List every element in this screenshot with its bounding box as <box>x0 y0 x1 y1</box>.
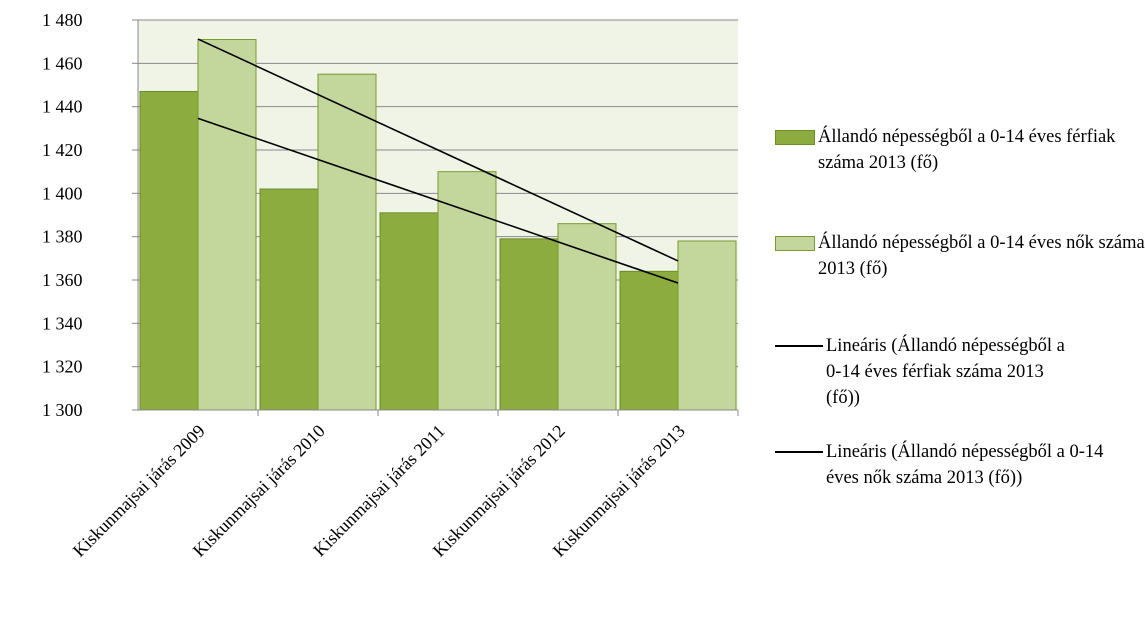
y-tick-label: 1 380 <box>42 227 83 247</box>
legend-item-trend-ferfiak: Lineáris (Állandó népességből a 0-14 éve… <box>775 333 1076 411</box>
legend-item-trend-nok: Lineáris (Állandó népességből a 0-14 éve… <box>775 439 1116 491</box>
y-tick-label: 1 480 <box>42 10 83 30</box>
bar-series-2-4 <box>557 223 617 411</box>
legend-item-nok: Állandó népességből a 0-14 éves nők szám… <box>775 230 1145 282</box>
x-tick-label: Kiskunmajsai járás 2012 <box>429 421 569 561</box>
x-tick-label: Kiskunmajsai járás 2009 <box>69 421 209 561</box>
bar-series-2-5 <box>677 240 737 411</box>
x-tick-label: Kiskunmajsai járás 2010 <box>189 421 329 561</box>
legend-line-trend-nok <box>775 451 823 453</box>
legend-label-nok: Állandó népességből a 0-14 éves nők szám… <box>818 233 1145 279</box>
bar-series-1-5 <box>619 270 679 411</box>
trendline-1 <box>197 117 679 284</box>
trendline-2 <box>197 38 679 262</box>
x-tick-label: Kiskunmajsai járás 2011 <box>309 421 449 561</box>
y-tick-label: 1 300 <box>42 400 83 420</box>
y-tick-label: 1 320 <box>42 357 83 377</box>
bar-series-1-4 <box>499 238 559 411</box>
trendlines <box>197 38 679 284</box>
legend-label-trend-nok: Lineáris (Állandó népességből a 0-14 éve… <box>826 442 1104 488</box>
y-tick-label: 1 460 <box>42 53 83 73</box>
legend-swatch-nok <box>775 236 815 251</box>
y-axis-ticks: 1 300 1 320 1 340 1 360 1 380 1 400 1 420 1 440… <box>42 10 138 420</box>
legend-label-trend-ferfiak: Lineáris (Állandó népességből a 0-14 éve… <box>826 336 1065 408</box>
y-tick-label: 1 340 <box>42 313 83 333</box>
bar-series-2-3 <box>437 171 497 411</box>
y-tick-label: 1 360 <box>42 270 83 290</box>
y-tick-label: 1 440 <box>42 97 83 117</box>
bar-series-2-1 <box>197 39 257 411</box>
legend-line-trend-ferfiak <box>775 345 823 347</box>
bar-series-2-2 <box>317 73 377 411</box>
y-tick-label: 1 400 <box>42 183 83 203</box>
y-tick-label: 1 420 <box>42 140 83 160</box>
bar-series-1-3 <box>379 212 439 411</box>
legend-label-ferfiak: Állandó népességből a 0-14 éves férfiak … <box>818 127 1116 173</box>
legend-item-ferfiak: Állandó népességből a 0-14 éves férfiak … <box>775 124 1145 176</box>
bars <box>139 39 737 411</box>
bar-series-1-1 <box>139 91 199 411</box>
bar-series-1-2 <box>259 188 319 411</box>
legend: Állandó népességből a 0-14 éves férfiak … <box>775 0 1145 630</box>
legend-swatch-ferfiak <box>775 130 815 145</box>
x-tick-label: Kiskunmajsai járás 2013 <box>549 421 689 561</box>
bar-chart: 1 300 1 320 1 340 1 360 1 380 1 400 1 420 1 440… <box>42 10 739 561</box>
